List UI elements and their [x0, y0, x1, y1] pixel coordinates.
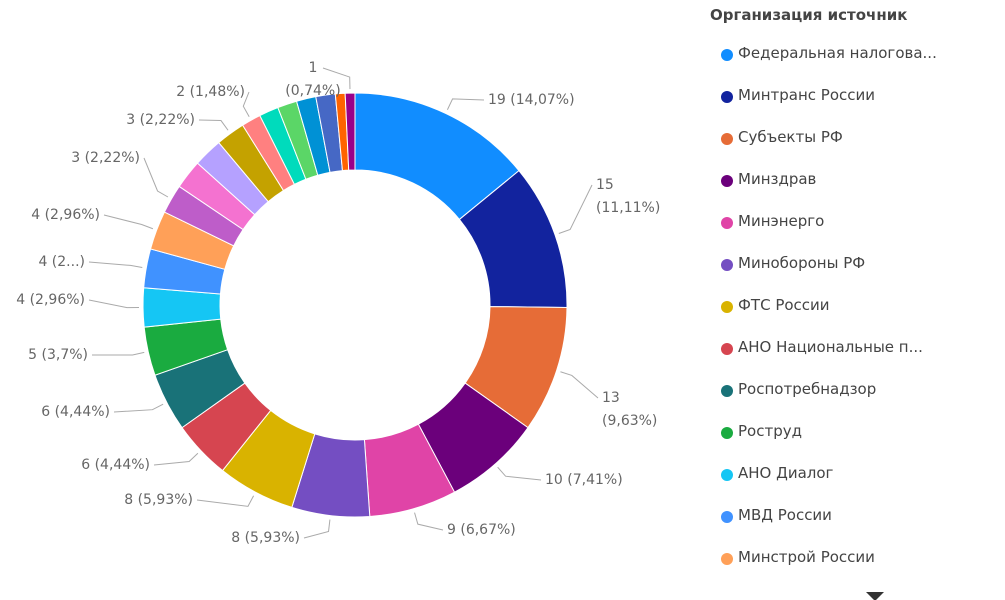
- data-label: 6 (4,44%): [41, 404, 110, 420]
- leader-line: [198, 119, 229, 131]
- data-label: 6 (4,44%): [81, 457, 150, 473]
- leader-line: [113, 403, 164, 413]
- legend-item: Роструд: [738, 422, 802, 440]
- data-label: 10 (7,41%): [545, 472, 623, 488]
- legend-item: Минтранс России: [738, 86, 875, 104]
- legend-swatch: [721, 91, 733, 103]
- leader-line: [88, 261, 143, 268]
- legend-swatch: [721, 385, 733, 397]
- legend-swatch: [721, 343, 733, 355]
- legend-item: АНО Национальные п...: [738, 338, 923, 356]
- leader-line: [91, 351, 145, 356]
- scroll-down-arrow[interactable]: [866, 592, 884, 600]
- legend-swatch: [721, 217, 733, 229]
- legend-swatch: [721, 175, 733, 187]
- data-label: 2 (1,48%): [176, 84, 245, 100]
- leader-line: [153, 452, 199, 466]
- data-label: 4 (2...): [38, 254, 85, 270]
- legend-item: Федеральная налогова...: [738, 44, 937, 62]
- legend-item: Минэнерго: [738, 212, 825, 230]
- leader-line: [242, 91, 250, 117]
- legend-item: МВД России: [738, 506, 832, 524]
- legend-item: Роспотребнадзор: [738, 380, 877, 398]
- legend-item: Минобороны РФ: [738, 254, 866, 272]
- data-label: 19 (14,07%): [488, 92, 575, 108]
- data-label: 8 (5,93%): [124, 492, 193, 508]
- data-label: 15 (11,11%): [596, 177, 661, 216]
- leader-line: [414, 512, 444, 531]
- data-label: 4 (2,96%): [31, 207, 100, 223]
- leader-line: [196, 495, 255, 507]
- legend-swatch: [721, 511, 733, 523]
- legend-swatch: [721, 301, 733, 313]
- leader-line: [558, 184, 593, 234]
- leader-line: [322, 67, 351, 90]
- legend-item: Субъекты РФ: [738, 128, 843, 146]
- data-label: 9 (6,67%): [447, 522, 516, 538]
- legend-swatch: [721, 469, 733, 481]
- data-label: 3 (2,22%): [71, 150, 140, 166]
- legend-swatch: [721, 133, 733, 145]
- leader-line: [497, 466, 542, 481]
- leader-line: [560, 371, 599, 399]
- legend-swatch: [721, 427, 733, 439]
- legend-swatch: [721, 259, 733, 271]
- donut-segment: [344, 92, 356, 171]
- leader-line: [143, 157, 169, 198]
- leader-line: [303, 519, 331, 539]
- leader-line: [446, 98, 485, 110]
- leader-line: [103, 214, 154, 230]
- data-label: 8 (5,93%): [231, 530, 300, 546]
- legend-swatch: [721, 49, 733, 61]
- legend-swatch: [721, 553, 733, 565]
- leader-line: [88, 299, 140, 309]
- data-label: 5 (3,7%): [28, 347, 88, 363]
- data-label: 4 (2,96%): [16, 292, 85, 308]
- data-label: 1 (0,74%): [285, 60, 341, 99]
- legend-item: АНО Диалог: [738, 464, 834, 482]
- legend-item: ФТС России: [738, 296, 830, 314]
- legend-item: Минстрой России: [738, 548, 875, 566]
- data-label: 13 (9,63%): [602, 390, 658, 429]
- legend-title: Организация источник: [710, 6, 908, 24]
- legend-item: Минздрав: [738, 170, 817, 188]
- data-label: 3 (2,22%): [126, 112, 195, 128]
